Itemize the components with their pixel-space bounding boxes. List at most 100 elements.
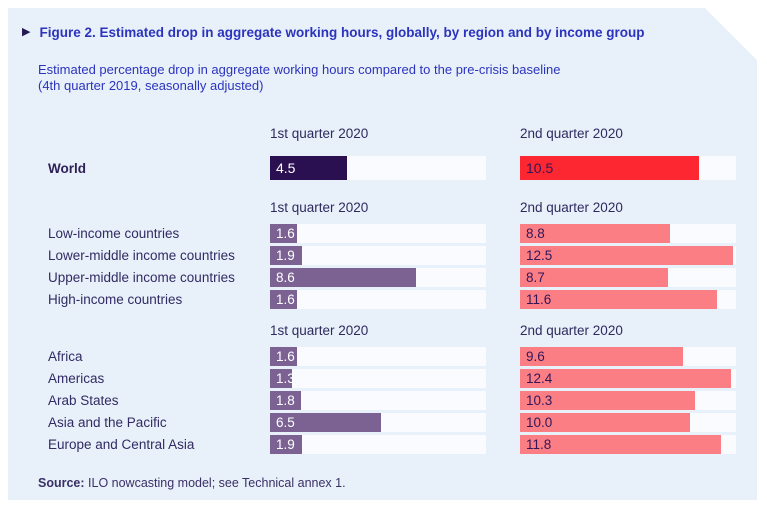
column-header-q2: 2nd quarter 2020 [520,323,623,338]
bar-track-q1: 8.6 [270,268,486,287]
bar-q1: 4.5 [270,156,347,180]
bar-track-q2: 11.8 [520,435,736,454]
bar-q2: 10.0 [520,413,691,432]
bar-track-q2: 10.5 [520,156,736,180]
bar-q2: 8.7 [520,268,668,287]
bar-value-q2: 12.4 [526,370,553,386]
chart-row: Africa 1.6 9.6 [40,347,740,366]
bar-value-q2: 10.5 [526,160,554,176]
bar-track-q2: 10.0 [520,413,736,432]
section-column-headers-income-groups: 1st quarter 2020 2nd quarter 2020 [40,200,740,218]
source-label: Source: [38,476,85,490]
bar-q2: 9.6 [520,347,684,366]
bar-value-q2: 10.3 [526,392,553,408]
bar-value-q2: 9.6 [526,348,545,364]
row-label: Low-income countries [48,226,180,241]
bar-track-q1: 1.6 [270,347,486,366]
row-label: Africa [48,349,83,364]
bar-q2: 11.6 [520,290,718,309]
bar-q2: 12.5 [520,246,733,265]
row-label: World [48,160,86,176]
bar-q1: 8.6 [270,268,417,287]
bar-value-q2: 11.8 [526,436,552,452]
column-header-q2: 2nd quarter 2020 [520,126,623,141]
column-header-q2: 2nd quarter 2020 [520,200,623,215]
bar-track-q2: 8.7 [520,268,736,287]
bar-q1: 1.6 [270,224,298,243]
bar-track-q1: 1.6 [270,224,486,243]
chart-row: High-income countries 1.6 11.6 [40,290,740,309]
subtitle-line-2: (4th quarter 2019, seasonally adjusted) [38,78,264,93]
bar-value-q2: 10.0 [526,414,553,430]
bar-track-q2: 10.3 [520,391,736,410]
bar-value-q2: 11.6 [526,291,552,307]
bar-q2: 8.8 [520,224,670,243]
bar-track-q2: 12.4 [520,369,736,388]
bar-track-q1: 4.5 [270,156,486,180]
row-label: Arab States [48,393,119,408]
figure-title-row: ▶ Figure 2. Estimated drop in aggregate … [8,8,757,41]
triangle-marker-icon: ▶ [22,26,31,38]
row-label: Europe and Central Asia [48,437,195,452]
bar-q1: 1.8 [270,391,301,410]
bar-value-q1: 1.9 [276,436,295,452]
section-column-headers-world: 1st quarter 2020 2nd quarter 2020 [40,126,740,144]
section-regions: 1st quarter 2020 2nd quarter 2020 Africa 1.… [40,323,740,454]
chart-row: Lower-middle income countries 1.9 12.5 [40,246,740,265]
row-label: Asia and the Pacific [48,415,167,430]
chart-row: Asia and the Pacific 6.5 10.0 [40,413,740,432]
bar-track-q1: 1.6 [270,290,486,309]
bar-track-q1: 1.8 [270,391,486,410]
figure-title: Figure 2. Estimated drop in aggregate wo… [39,25,645,40]
bar-value-q1: 1.9 [276,247,295,263]
bar-q2: 10.5 [520,156,699,180]
column-header-q1: 1st quarter 2020 [270,323,369,338]
bar-q2: 10.3 [520,391,696,410]
section-income-groups: 1st quarter 2020 2nd quarter 2020 Low-inco… [40,200,740,309]
chart-row: Low-income countries 1.6 8.8 [40,224,740,243]
row-label: Americas [48,371,105,386]
bar-value-q1: 8.6 [276,269,295,285]
bar-value-q1: 1.3 [276,370,295,386]
column-header-q1: 1st quarter 2020 [270,200,369,215]
figure-panel: ▶ Figure 2. Estimated drop in aggregate … [8,8,757,500]
chart-sections: 1st quarter 2020 2nd quarter 2020 World 4.5… [40,126,740,457]
bar-value-q1: 6.5 [276,414,295,430]
bar-value-q1: 1.6 [276,291,295,307]
bar-track-q2: 12.5 [520,246,736,265]
subtitle-line-1: Estimated percentage drop in aggregate w… [38,62,561,77]
section-column-headers-regions: 1st quarter 2020 2nd quarter 2020 [40,323,740,341]
bar-track-q1: 6.5 [270,413,486,432]
bar-track-q1: 1.3 [270,369,486,388]
bar-value-q2: 8.7 [526,269,545,285]
bar-q1: 1.9 [270,246,303,265]
bar-track-q1: 1.9 [270,246,486,265]
bar-q1: 1.6 [270,290,298,309]
bar-track-q2: 8.8 [520,224,736,243]
bar-q1: 1.6 [270,347,298,366]
column-header-q1: 1st quarter 2020 [270,126,369,141]
bar-q2: 12.4 [520,369,731,388]
bar-track-q2: 11.6 [520,290,736,309]
bar-value-q1: 4.5 [276,160,296,176]
source-text: ILO nowcasting model; see Technical anne… [84,476,346,490]
row-label: High-income countries [48,292,183,307]
row-label: Upper-middle income countries [48,270,235,285]
bar-value-q1: 1.6 [276,225,295,241]
bar-q1: 1.3 [270,369,295,388]
figure-subtitle: Estimated percentage drop in aggregate w… [38,62,757,94]
chart-row: Upper-middle income countries 8.6 8.7 [40,268,740,287]
bar-value-q1: 1.6 [276,348,295,364]
row-label: Lower-middle income countries [48,248,235,263]
bar-track-q2: 9.6 [520,347,736,366]
chart-row: Arab States 1.8 10.3 [40,391,740,410]
bar-q2: 11.8 [520,435,721,454]
chart-row: Europe and Central Asia 1.9 11.8 [40,435,740,454]
bar-value-q2: 12.5 [526,247,553,263]
bar-value-q1: 1.8 [276,392,295,408]
bar-q1: 1.9 [270,435,303,454]
bar-q1: 6.5 [270,413,381,432]
chart-row: Americas 1.3 12.4 [40,369,740,388]
bar-track-q1: 1.9 [270,435,486,454]
source-note: Source: ILO nowcasting model; see Techni… [38,476,346,490]
